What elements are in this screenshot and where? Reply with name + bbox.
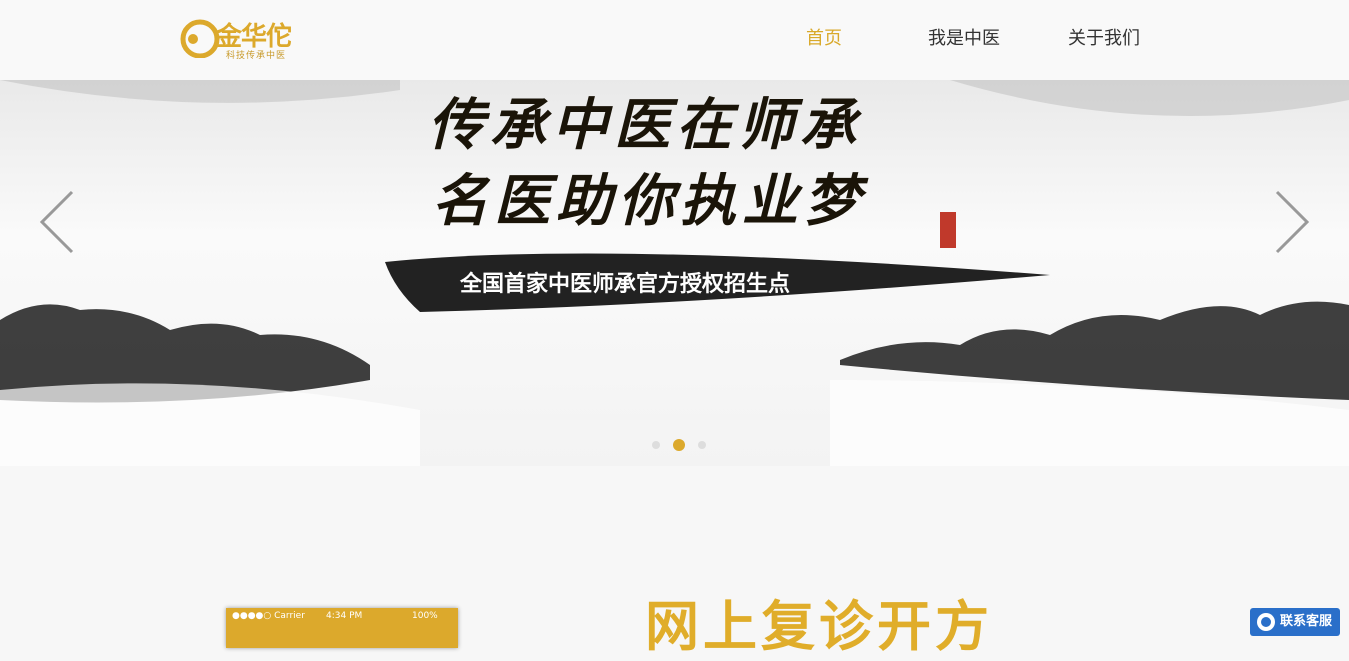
contact-button[interactable]: 联系客服 (1250, 608, 1340, 636)
header: 金华佗 科技传承中医 首页 我是中医 关于我们 (0, 0, 1349, 80)
banner-headline: 传承中医在师承 (428, 92, 862, 158)
logo-name[interactable]: 金华佗 (216, 22, 292, 52)
status-carrier: ●●●●○ Carrier (232, 611, 305, 621)
banner-headline: 名医助你执业梦 (432, 168, 866, 234)
banner-art (0, 80, 1349, 466)
logo-slogan: 科技传承中医 (226, 51, 287, 61)
banner: 传承中医在师承 名医助你执业梦 全国首家中医师承官方授权招生点 (0, 80, 1349, 466)
nav-link[interactable]: 首页 (806, 28, 842, 49)
nav-link[interactable]: 关于我们 (1068, 28, 1140, 49)
contact-icon (1257, 613, 1275, 631)
status-battery: 100% (412, 611, 438, 621)
banner-tagline: 全国首家中医师承官方授权招生点 (460, 271, 791, 297)
contact-label[interactable]: 联系客服 (1280, 614, 1333, 629)
status-time: 4:34 PM (326, 611, 363, 621)
phone-mockup: ●●●●○ Carrier 4:34 PM 100% (226, 608, 458, 648)
nav-link[interactable]: 我是中医 (928, 28, 1000, 49)
logo-icon (180, 19, 220, 58)
section-title: 网上复诊开方 (645, 595, 993, 658)
